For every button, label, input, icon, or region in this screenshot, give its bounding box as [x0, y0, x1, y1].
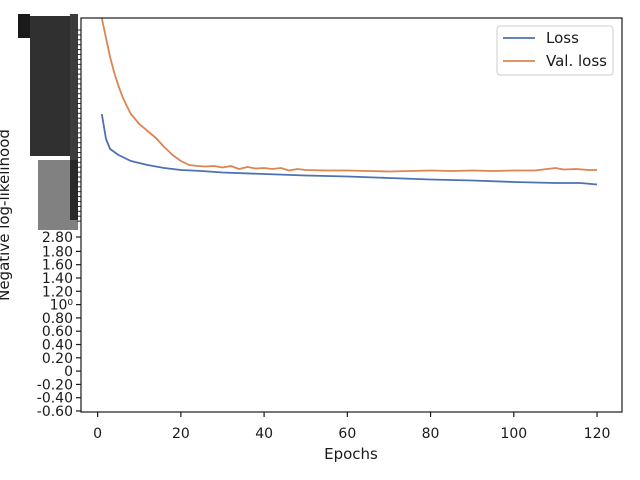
y-tick-label: 0.20 — [42, 351, 73, 367]
legend-label-val-loss: Val. loss — [546, 52, 607, 70]
y-tick-label: 0.60 — [42, 324, 73, 340]
y-axis-label: Negative log-likelihood — [0, 129, 13, 301]
y-tick-label: -0.40 — [37, 391, 73, 407]
y-axis-ticks: -0.60-0.40-0.2000.200.400.600.8010⁰1.201… — [18, 14, 81, 420]
x-tick-label: 0 — [93, 426, 102, 442]
x-axis-label: Epochs — [324, 445, 378, 463]
y-tick-label: 0.40 — [42, 338, 73, 354]
plot-frame — [80, 17, 623, 413]
series-line-val-loss — [100, 17, 597, 173]
y-tick-label: 0 — [64, 364, 73, 380]
y-tick-label: 1.40 — [42, 271, 73, 287]
series-line-loss — [100, 113, 598, 186]
y-overlapped-labels — [18, 14, 30, 38]
y-tick-label: -0.60 — [37, 404, 73, 420]
y-overlapped-labels — [70, 14, 78, 220]
x-tick-label: 60 — [338, 426, 356, 442]
x-tick-label: 100 — [500, 426, 527, 442]
x-axis-ticks: 0 20 40 60 80 100 120 — [93, 412, 610, 442]
x-tick-label: 120 — [584, 426, 611, 442]
x-tick-label: 80 — [422, 426, 440, 442]
legend-label-loss: Loss — [546, 29, 579, 47]
y-tick-label: 1.60 — [42, 258, 73, 274]
y-tick-label: 0.80 — [42, 311, 73, 327]
y-tick-label: 2.80 — [42, 230, 73, 246]
y-tick-label: -0.20 — [37, 377, 73, 393]
x-tick-label: 20 — [172, 426, 190, 442]
x-tick-label: 40 — [255, 426, 273, 442]
y-overlapped-labels — [38, 160, 78, 230]
plot-lines — [100, 17, 598, 186]
y-overlapped-labels — [30, 16, 70, 156]
y-tick-label: 1.20 — [42, 284, 73, 300]
y-tick-label: 1.80 — [42, 244, 73, 260]
legend: Loss Val. loss — [496, 25, 614, 76]
y-tick-label: 10⁰ — [50, 298, 74, 314]
